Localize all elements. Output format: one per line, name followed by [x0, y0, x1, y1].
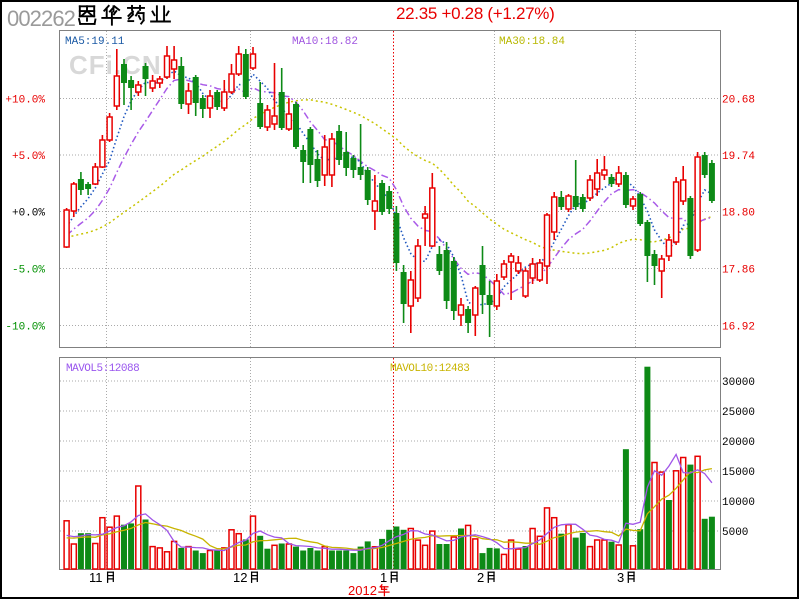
- svg-text:+5.0%: +5.0%: [12, 151, 45, 163]
- svg-text:+10.0%: +10.0%: [5, 95, 45, 107]
- svg-text:30000: 30000: [722, 377, 755, 389]
- svg-text:12: 12: [233, 570, 247, 585]
- svg-text:10000: 10000: [722, 497, 755, 509]
- svg-text:25000: 25000: [722, 407, 755, 419]
- svg-text:22.35 +0.28 (+1.27%): 22.35 +0.28 (+1.27%): [396, 4, 554, 23]
- svg-text:MA10:18.82: MA10:18.82: [292, 36, 358, 48]
- svg-text:MA5:19.11: MA5:19.11: [65, 36, 125, 48]
- svg-text:16.92: 16.92: [722, 322, 755, 334]
- svg-text:19.74: 19.74: [722, 151, 755, 163]
- svg-text:-10.0%: -10.0%: [5, 322, 45, 334]
- svg-text:5000: 5000: [722, 527, 748, 539]
- svg-text:MAVOL5:12088: MAVOL5:12088: [66, 363, 139, 375]
- svg-text:+0.0%: +0.0%: [12, 208, 45, 220]
- svg-text:17.86: 17.86: [722, 265, 755, 277]
- svg-text:20.68: 20.68: [722, 95, 755, 107]
- svg-text:11: 11: [89, 570, 103, 585]
- svg-text:1: 1: [380, 570, 387, 585]
- svg-text:002262: 002262: [7, 6, 76, 31]
- svg-text:20000: 20000: [722, 437, 755, 449]
- svg-text:2012: 2012: [348, 583, 377, 598]
- svg-text:18.80: 18.80: [722, 208, 755, 220]
- svg-text:MAVOL10:12483: MAVOL10:12483: [390, 363, 469, 375]
- svg-text:MA30:18.84: MA30:18.84: [499, 36, 565, 48]
- svg-text:15000: 15000: [722, 467, 755, 479]
- svg-text:2: 2: [477, 570, 484, 585]
- svg-text:-5.0%: -5.0%: [12, 265, 45, 277]
- svg-text:3: 3: [617, 570, 624, 585]
